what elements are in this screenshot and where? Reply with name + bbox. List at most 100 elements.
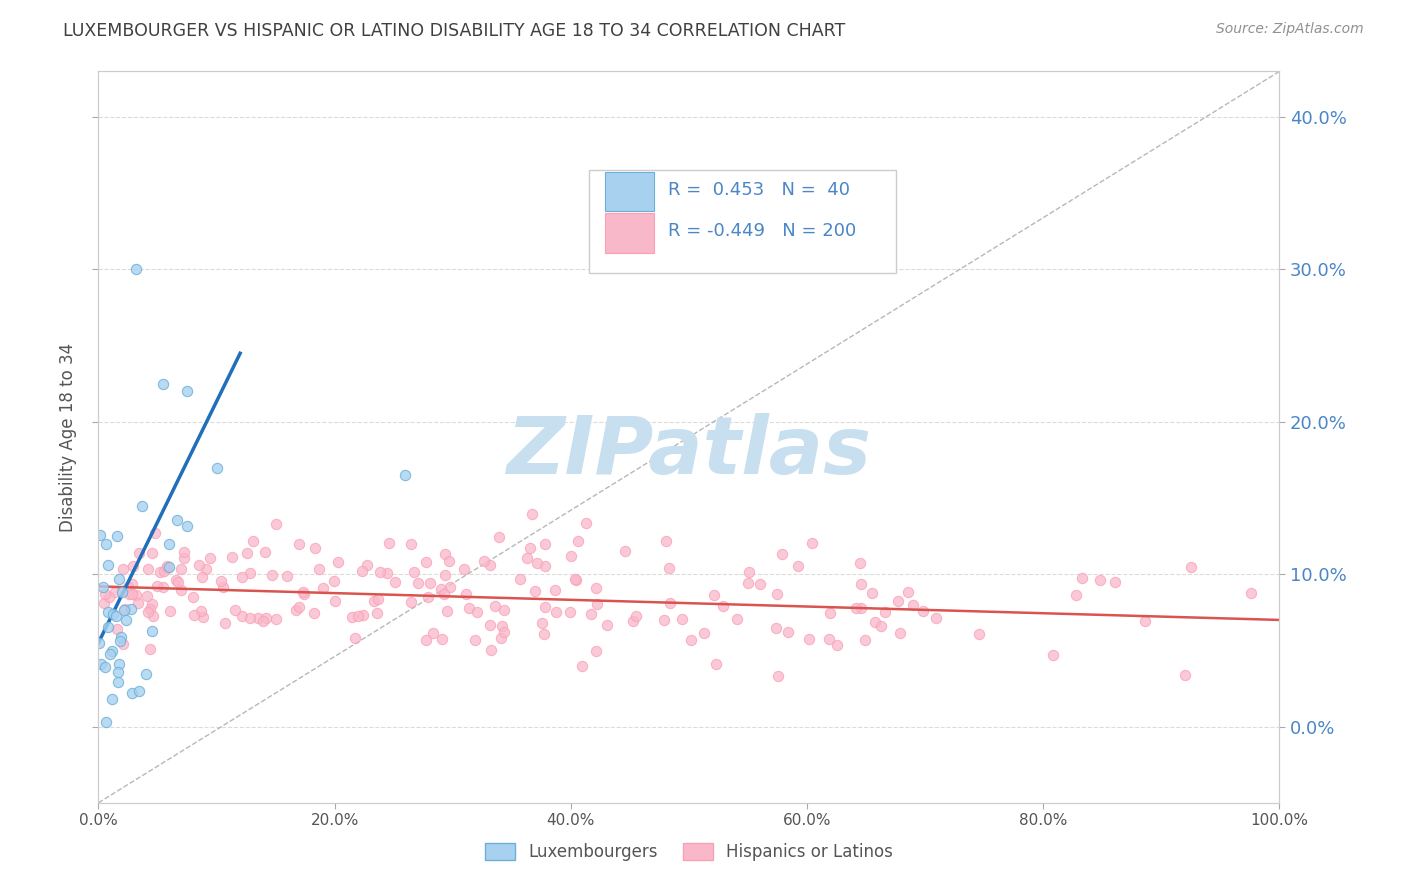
Point bbox=[671, 612, 693, 626]
Point bbox=[925, 611, 948, 625]
Point bbox=[873, 605, 896, 619]
Point bbox=[128, 684, 150, 698]
Point bbox=[181, 590, 204, 604]
Point bbox=[111, 562, 134, 576]
Point bbox=[778, 624, 800, 639]
Point bbox=[827, 639, 849, 653]
Point bbox=[402, 565, 425, 579]
Point bbox=[1133, 614, 1156, 628]
Point bbox=[1042, 648, 1064, 663]
Point bbox=[246, 611, 269, 625]
Point bbox=[118, 587, 141, 601]
Point bbox=[152, 580, 174, 594]
Point bbox=[489, 632, 512, 646]
Point bbox=[912, 603, 935, 617]
Point bbox=[415, 632, 437, 647]
Point bbox=[214, 616, 236, 631]
Point bbox=[111, 585, 134, 599]
Point bbox=[621, 615, 644, 629]
Point bbox=[439, 580, 461, 594]
Point bbox=[432, 632, 454, 647]
Point bbox=[749, 576, 772, 591]
Point bbox=[191, 610, 214, 624]
Point bbox=[114, 613, 136, 627]
Point bbox=[291, 585, 314, 599]
Point bbox=[105, 529, 128, 543]
Point bbox=[165, 574, 187, 588]
Point bbox=[454, 587, 477, 601]
Point bbox=[89, 528, 111, 542]
Point bbox=[90, 657, 112, 671]
Point bbox=[209, 574, 232, 589]
Point bbox=[288, 537, 311, 551]
Point bbox=[433, 568, 456, 582]
Point bbox=[112, 603, 135, 617]
Point bbox=[585, 643, 607, 657]
Point bbox=[342, 610, 364, 624]
Point bbox=[262, 568, 284, 582]
Point bbox=[169, 562, 191, 576]
Point bbox=[375, 566, 398, 580]
Point bbox=[157, 537, 180, 551]
Point bbox=[394, 468, 416, 483]
Point bbox=[1240, 586, 1263, 600]
Point bbox=[94, 660, 117, 674]
Point bbox=[1064, 588, 1087, 602]
Point bbox=[655, 533, 678, 548]
Text: R =  0.453   N =  40: R = 0.453 N = 40 bbox=[668, 181, 849, 199]
Point bbox=[252, 614, 274, 628]
Point bbox=[1071, 571, 1094, 585]
Point bbox=[887, 594, 910, 608]
Point bbox=[434, 547, 457, 561]
Point bbox=[107, 665, 129, 679]
Point bbox=[221, 550, 243, 565]
Point bbox=[860, 586, 883, 600]
Point bbox=[125, 262, 148, 277]
Point bbox=[368, 565, 391, 579]
Point bbox=[558, 606, 581, 620]
Point bbox=[141, 624, 163, 638]
Point bbox=[415, 555, 437, 569]
Point bbox=[848, 556, 870, 570]
Point bbox=[488, 530, 510, 544]
Point bbox=[384, 574, 406, 589]
Point bbox=[111, 637, 134, 651]
Point bbox=[472, 554, 495, 568]
Point bbox=[889, 625, 911, 640]
Point bbox=[101, 607, 124, 621]
Point bbox=[89, 636, 111, 650]
Point bbox=[176, 384, 198, 399]
Point bbox=[94, 587, 117, 601]
Point bbox=[173, 544, 195, 558]
Point bbox=[465, 605, 488, 619]
Point bbox=[156, 560, 179, 574]
Point bbox=[105, 608, 128, 623]
Point bbox=[302, 606, 325, 620]
Point bbox=[703, 589, 725, 603]
Point bbox=[765, 621, 787, 635]
FancyBboxPatch shape bbox=[605, 171, 654, 211]
Point bbox=[138, 605, 160, 619]
Point bbox=[681, 632, 703, 647]
Point bbox=[356, 558, 378, 573]
Point bbox=[156, 558, 179, 573]
Point bbox=[166, 513, 188, 527]
Point bbox=[652, 613, 675, 627]
FancyBboxPatch shape bbox=[589, 170, 896, 273]
Point bbox=[344, 632, 367, 646]
Point bbox=[571, 659, 593, 673]
Point bbox=[238, 611, 260, 625]
Point bbox=[121, 686, 143, 700]
Point bbox=[139, 602, 162, 616]
Point bbox=[765, 587, 787, 601]
Point bbox=[350, 564, 373, 578]
Point bbox=[292, 587, 315, 601]
Point bbox=[967, 627, 990, 641]
Point bbox=[378, 535, 401, 549]
Point bbox=[146, 579, 169, 593]
Point bbox=[170, 583, 193, 598]
Point bbox=[453, 562, 475, 576]
Point bbox=[585, 581, 607, 595]
Point bbox=[658, 561, 681, 575]
Point bbox=[596, 618, 619, 632]
